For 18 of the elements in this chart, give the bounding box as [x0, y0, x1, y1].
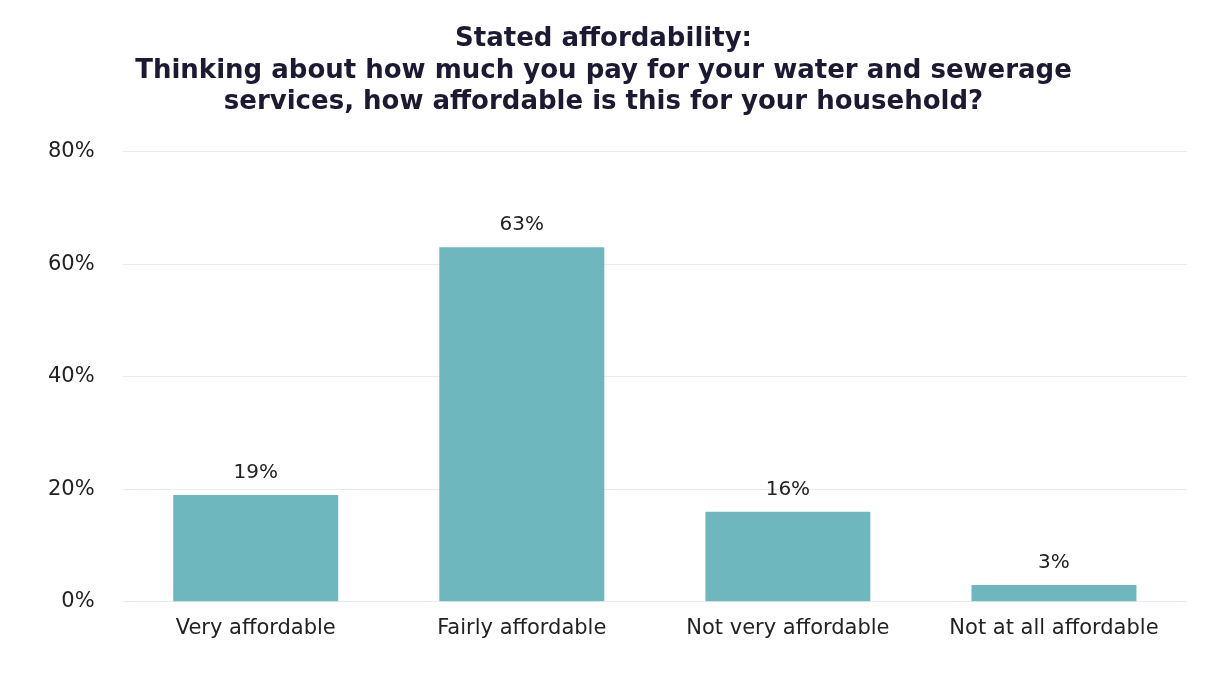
x-tick-label: Very affordable: [175, 614, 336, 639]
data-label: 19%: [233, 459, 278, 484]
x-tick-label: Fairly affordable: [437, 614, 607, 639]
data-label: 16%: [765, 475, 811, 500]
bar: [971, 584, 1137, 602]
bar: [439, 247, 605, 602]
bar: [173, 494, 339, 602]
y-tick-label: 60%: [47, 250, 95, 275]
bar: [705, 511, 871, 602]
data-label: 63%: [499, 211, 545, 236]
data-label: 3%: [1038, 549, 1070, 574]
y-tick-label: 40%: [47, 363, 95, 388]
y-tick-label: 80%: [47, 138, 95, 163]
y-tick-label: 0%: [61, 588, 95, 613]
chart-title: Stated affordability: Thinking about how much you pay for your water and sewerage services, how affordable is this for your household?: [135, 22, 1072, 115]
x-tick-label: Not at all affordable: [949, 614, 1159, 639]
y-tick-label: 20%: [47, 475, 95, 500]
x-tick-label: Not very affordable: [686, 614, 890, 639]
